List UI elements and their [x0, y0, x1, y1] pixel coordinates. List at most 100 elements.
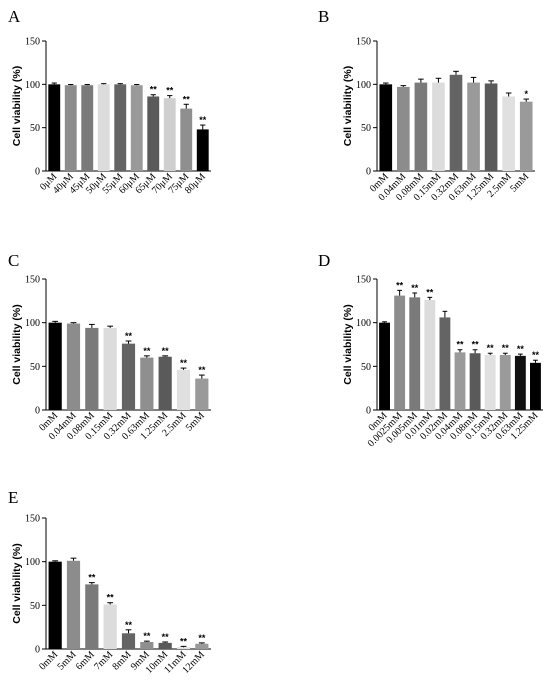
x-tick-label: 0mM	[37, 649, 60, 672]
panel-label: A	[8, 7, 21, 26]
bar	[48, 84, 61, 171]
significance-mark: **	[198, 633, 206, 643]
bar	[130, 85, 143, 171]
bar	[114, 84, 127, 171]
bar	[394, 295, 406, 410]
bar	[140, 357, 154, 410]
bar	[454, 352, 466, 410]
significance-mark: **	[426, 287, 434, 297]
bar	[176, 647, 191, 649]
y-tick-label: 100	[25, 80, 40, 91]
y-tick-label: 150	[25, 514, 40, 525]
bar	[414, 82, 428, 171]
significance-mark: **	[199, 115, 207, 125]
y-axis-title: Cell viability (%)	[342, 304, 354, 385]
bar	[502, 96, 515, 171]
significance-mark: **	[472, 340, 480, 350]
bar	[121, 343, 136, 410]
y-tick-label: 0	[35, 167, 40, 178]
significance-mark: **	[88, 573, 96, 583]
bar	[176, 369, 191, 410]
bar	[469, 353, 481, 410]
bar	[64, 85, 77, 171]
significance-mark: **	[532, 350, 540, 360]
bar	[432, 82, 445, 171]
significance-mark: **	[125, 331, 133, 341]
y-tick-label: 150	[25, 275, 40, 286]
bar	[66, 560, 81, 649]
y-axis-title: Cell viability (%)	[11, 66, 23, 147]
y-axis-title: Cell viability (%)	[11, 543, 23, 624]
bar	[48, 322, 62, 410]
significance-mark: **	[162, 346, 170, 356]
y-tick-label: 100	[356, 318, 371, 329]
significance-mark: **	[396, 280, 404, 290]
y-tick-label: 0	[35, 645, 40, 656]
bar	[379, 322, 390, 410]
bar	[158, 356, 172, 410]
bar	[499, 354, 511, 410]
y-tick-label: 50	[30, 362, 40, 373]
bar	[97, 84, 110, 171]
bar	[397, 86, 410, 171]
bar	[140, 642, 154, 649]
bar	[439, 317, 451, 410]
y-tick-label: 150	[356, 275, 371, 286]
significance-mark: **	[456, 340, 464, 350]
x-tick-label: 5mM	[508, 171, 531, 194]
bar	[158, 642, 172, 649]
y-tick-label: 0	[366, 406, 371, 417]
y-tick-label: 150	[356, 37, 371, 48]
bar	[180, 108, 193, 171]
bar	[66, 323, 81, 410]
y-tick-label: 100	[25, 318, 40, 329]
significance-mark: **	[502, 343, 510, 353]
x-tick-label: 7mM	[92, 649, 115, 672]
bar	[530, 362, 541, 410]
panel-label: C	[8, 251, 19, 270]
bar	[48, 561, 62, 649]
y-tick-label: 100	[356, 80, 371, 91]
y-tick-label: 100	[25, 557, 40, 568]
significance-mark: **	[166, 86, 174, 96]
bar	[81, 85, 94, 171]
x-tick-label: 5mM	[184, 410, 207, 433]
bar	[85, 584, 99, 649]
significance-mark: **	[143, 346, 151, 356]
significance-mark: **	[198, 365, 206, 375]
bar	[196, 129, 209, 171]
bar	[195, 378, 209, 410]
bar	[103, 604, 117, 649]
bar	[103, 327, 117, 410]
panel-label: B	[318, 7, 329, 26]
y-tick-label: 50	[30, 123, 40, 134]
y-tick-label: 50	[361, 362, 371, 373]
panel-label: E	[8, 488, 18, 507]
bar	[519, 101, 533, 171]
significance-mark: **	[180, 636, 188, 646]
bar	[467, 82, 480, 171]
significance-mark: **	[162, 632, 170, 642]
y-tick-label: 50	[30, 601, 40, 612]
y-tick-label: 150	[25, 37, 40, 48]
x-tick-label: 5mM	[56, 649, 79, 672]
significance-mark: *	[524, 89, 528, 99]
significance-mark: **	[180, 358, 188, 368]
y-axis-title: Cell viability (%)	[342, 66, 354, 147]
bar	[514, 355, 526, 410]
bar	[484, 354, 496, 410]
x-tick-label: 6mM	[74, 649, 97, 672]
significance-mark: **	[150, 85, 158, 95]
bar	[195, 643, 209, 649]
y-tick-label: 0	[366, 167, 371, 178]
y-axis-title: Cell viability (%)	[11, 304, 23, 385]
significance-mark: **	[143, 631, 151, 641]
bar	[379, 84, 393, 171]
bar	[409, 297, 421, 410]
